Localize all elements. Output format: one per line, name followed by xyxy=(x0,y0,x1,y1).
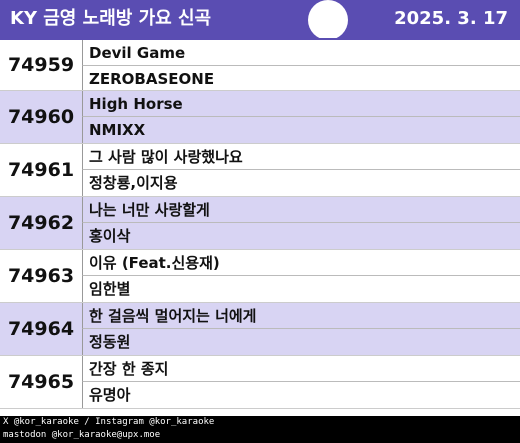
song-number: 74964 xyxy=(7,318,75,340)
song-title: 나는 너만 사랑할게 xyxy=(82,197,520,223)
song-artist: 정창룡,이지용 xyxy=(82,170,520,196)
song-title: High Horse xyxy=(82,91,520,117)
song-artist: NMIXX xyxy=(82,117,520,143)
song-row: 74965 간장 한 종지 유명아 xyxy=(0,356,520,409)
song-artist: 홍이삭 xyxy=(82,223,520,249)
song-artist: 정동원 xyxy=(82,329,520,355)
footer-credits: X @kor_karaoke / Instagram @kor_karaoke … xyxy=(0,416,520,443)
song-number: 74962 xyxy=(7,212,75,234)
song-number: 74960 xyxy=(7,106,75,128)
song-title: Devil Game xyxy=(82,40,520,66)
song-title: 한 걸음씩 멀어지는 너에게 xyxy=(82,303,520,329)
song-row: 74959 Devil Game ZEROBASEONE xyxy=(0,38,520,91)
song-number: 74965 xyxy=(7,371,75,393)
page-title: KY 금영 노래방 가요 신곡 xyxy=(10,8,212,29)
song-title: 간장 한 종지 xyxy=(82,356,520,382)
song-number: 74959 xyxy=(7,54,75,76)
header-bar: KY 금영 노래방 가요 신곡 2025. 3. 17 xyxy=(0,0,520,40)
song-row: 74964 한 걸음씩 멀어지는 너에게 정동원 xyxy=(0,303,520,356)
song-number: 74963 xyxy=(7,265,75,287)
song-title: 이유 (Feat.신용재) xyxy=(82,250,520,276)
song-number: 74961 xyxy=(7,159,75,181)
song-row: 74961 그 사람 많이 사랑했나요 정창룡,이지용 xyxy=(0,144,520,197)
song-row: 74960 High Horse NMIXX xyxy=(0,91,520,144)
social-handles: X @kor_karaoke / Instagram @kor_karaoke xyxy=(3,417,215,427)
song-row: 74963 이유 (Feat.신용재) 임한별 xyxy=(0,250,520,303)
song-list: 74959 Devil Game ZEROBASEONE 74960 High … xyxy=(0,38,520,409)
song-row: 74962 나는 너만 사랑할게 홍이삭 xyxy=(0,197,520,250)
song-artist: ZEROBASEONE xyxy=(82,66,520,90)
song-title: 그 사람 많이 사랑했나요 xyxy=(82,144,520,170)
header-circle-decoration xyxy=(308,0,348,40)
release-date: 2025. 3. 17 xyxy=(394,8,508,29)
mastodon-handle: mastodon @kor_karaoke@upx.moe xyxy=(3,430,161,440)
song-artist: 유명아 xyxy=(82,382,520,408)
song-artist: 임한별 xyxy=(82,276,520,302)
